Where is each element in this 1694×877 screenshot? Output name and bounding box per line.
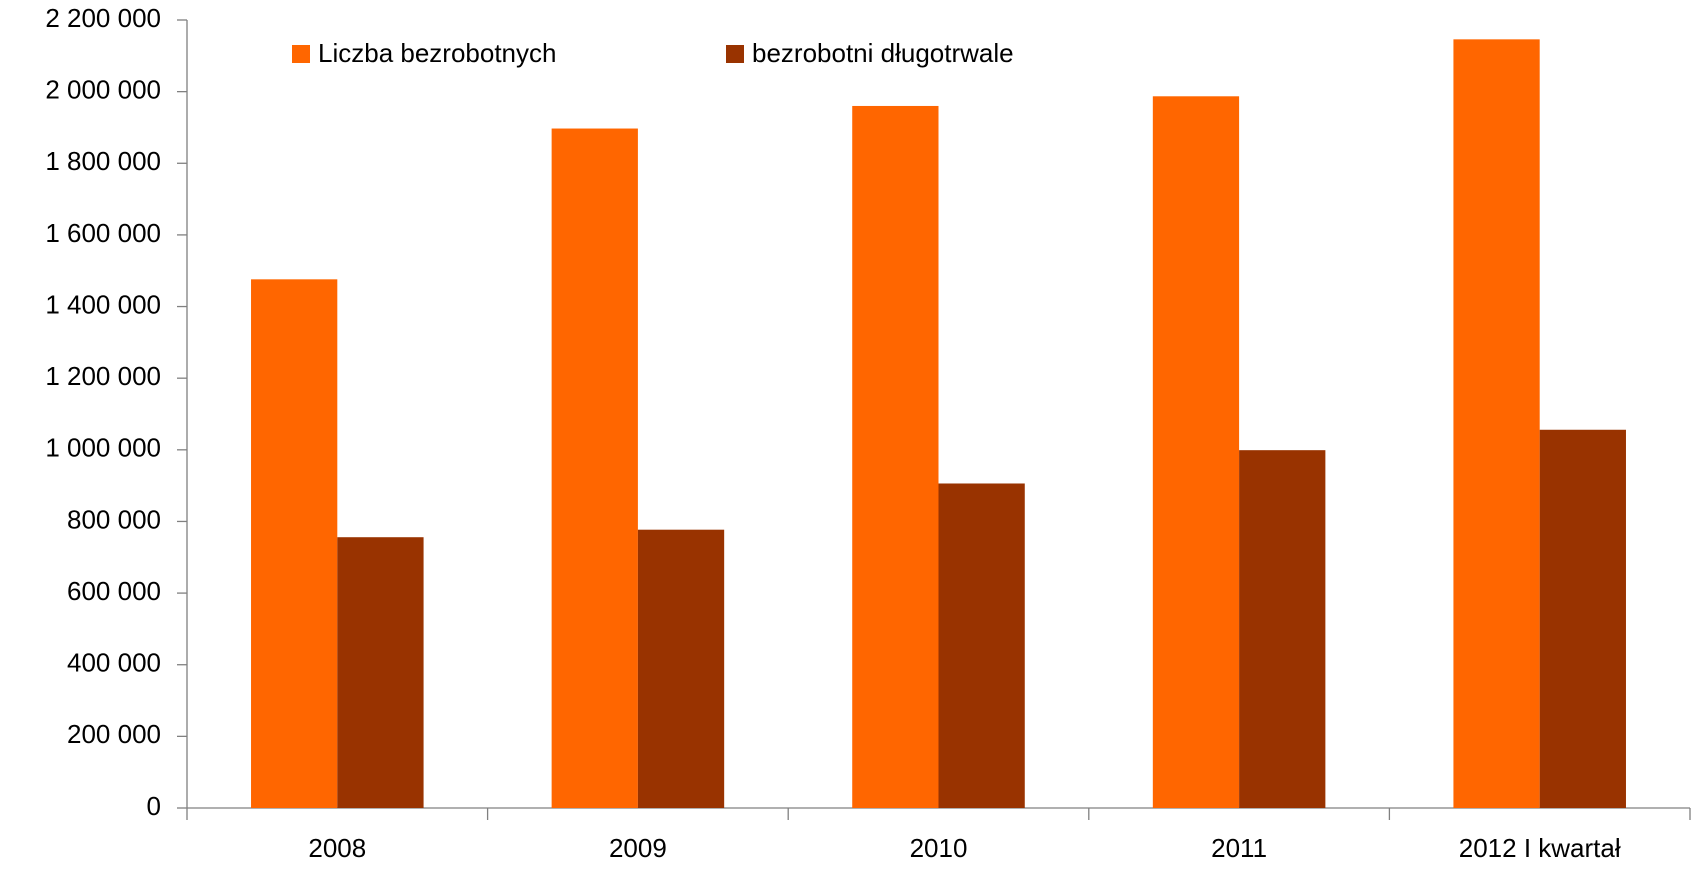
y-tick-label: 200 000 xyxy=(67,719,161,749)
x-tick-label: 2012 I kwartał xyxy=(1459,833,1621,863)
y-tick-label: 1 000 000 xyxy=(45,433,161,463)
bar xyxy=(1152,96,1240,808)
bar xyxy=(251,279,338,809)
legend-swatch xyxy=(726,45,744,63)
bar xyxy=(337,537,424,808)
y-tick-label: 400 000 xyxy=(67,648,161,678)
y-tick-label: 2 000 000 xyxy=(45,75,161,105)
bar xyxy=(938,483,1025,808)
x-tick-label: 2009 xyxy=(609,833,667,863)
y-tick-label: 1 200 000 xyxy=(45,361,161,391)
x-tick-label: 2011 xyxy=(1211,833,1267,863)
y-tick-label: 2 200 000 xyxy=(45,3,161,33)
bar xyxy=(637,529,725,808)
bar xyxy=(1239,450,1326,808)
legend-label: Liczba bezrobotnych xyxy=(318,38,556,68)
legend-swatch xyxy=(292,45,310,63)
y-tick-label: 1 600 000 xyxy=(45,218,161,248)
bar xyxy=(852,105,939,809)
legend-label: bezrobotni długotrwale xyxy=(752,38,1014,68)
x-tick-label: 2008 xyxy=(308,833,366,863)
y-tick-label: 1 800 000 xyxy=(45,146,161,176)
x-tick-label: 2010 xyxy=(910,833,968,863)
y-tick-label: 0 xyxy=(147,791,161,821)
bar xyxy=(1539,429,1626,808)
y-tick-label: 600 000 xyxy=(67,576,161,606)
y-tick-label: 800 000 xyxy=(67,504,161,534)
y-tick-label: 1 400 000 xyxy=(45,289,161,319)
bar xyxy=(1453,39,1540,809)
bar xyxy=(551,128,638,808)
